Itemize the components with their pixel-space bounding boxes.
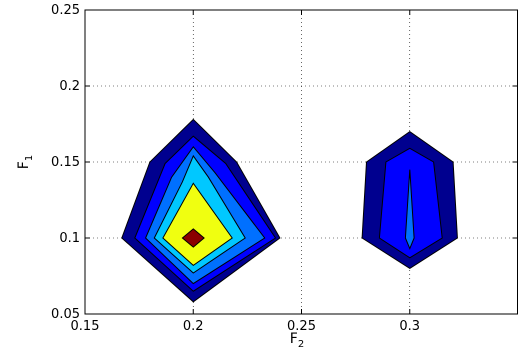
contour-fills [121,118,458,303]
left-cluster [121,118,281,303]
y-tick-label: 0.1 [59,231,80,246]
right-cluster [361,130,458,269]
y-tick-label: 0.05 [51,307,80,322]
x-tick-label: 0.25 [287,319,316,334]
contour-level-5 [162,182,233,267]
y-tick-label: 0.25 [51,3,80,18]
x-tick-label: 0.3 [399,319,420,334]
x-tick-label: 0.15 [71,319,100,334]
contour-level-3 [404,169,415,250]
y-axis-label: F1 [16,155,35,169]
axis-ticks: 0.15 0.2 0.25 0.3 0.05 0.1 0.15 0.2 0.25 [51,3,518,334]
y-tick-label: 0.2 [59,79,80,94]
x-tick-label: 0.2 [183,319,204,334]
contour-level-6 [181,228,205,248]
x-axis-label: F2 [290,331,304,350]
y-tick-label: 0.15 [51,155,80,170]
